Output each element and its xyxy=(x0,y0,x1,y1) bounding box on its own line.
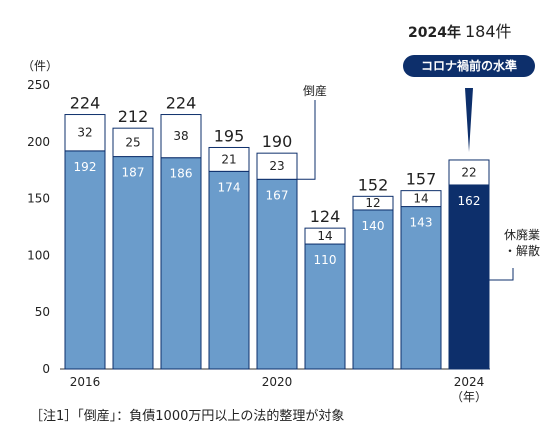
y-tick-label: 100 xyxy=(27,248,50,262)
bar-segment-closure xyxy=(112,127,154,158)
bar-segment-bankruptcy xyxy=(304,243,346,370)
bar-total-label: 124 xyxy=(310,207,341,226)
x-tick-label: 2024 xyxy=(454,375,485,389)
bar-value-label-closure: 12 xyxy=(365,196,380,210)
y-tick-label: 250 xyxy=(27,78,50,92)
y-tick-label: 0 xyxy=(42,362,50,376)
bar-total-label: 224 xyxy=(70,94,101,113)
x-axis-unit: （年） xyxy=(451,390,487,404)
bar-segment-closure xyxy=(208,146,250,172)
bar-value-label-closure: 14 xyxy=(413,192,428,206)
bar-value-label-closure: 22 xyxy=(461,165,476,179)
y-tick-label: 150 xyxy=(27,192,50,206)
bar-value-label-bankruptcy: 143 xyxy=(410,216,433,230)
bar-segment-closure xyxy=(400,190,442,208)
bar-value-label-bankruptcy: 186 xyxy=(170,167,193,181)
bar-segment-closure xyxy=(448,159,490,186)
bar-segment-closure xyxy=(64,114,106,152)
bar-segment-closure xyxy=(352,195,394,211)
bar-segment-closure xyxy=(256,152,298,180)
bar-value-label-bankruptcy: 140 xyxy=(362,219,385,233)
bar-value-label-bankruptcy: 192 xyxy=(74,160,97,174)
banner-box xyxy=(403,55,535,77)
bar-segment-closure xyxy=(160,114,202,159)
bar-segment-closure xyxy=(304,227,346,245)
bar-segment-bankruptcy xyxy=(160,157,202,370)
highlight-total-label: 184件 xyxy=(465,22,512,41)
bar-total-label: 190 xyxy=(262,132,293,151)
bar-value-label-closure: 21 xyxy=(221,152,236,166)
x-tick-label: 2020 xyxy=(262,375,293,389)
y-axis-unit: （件） xyxy=(22,59,58,73)
callout-line-bankruptcy xyxy=(297,100,316,180)
bar-segment-bankruptcy xyxy=(64,150,106,370)
bar-total-label: 152 xyxy=(358,175,389,194)
footnote: ［注1］「倒産」：負債1000万円以上の法的整理が対象 xyxy=(30,409,345,424)
y-tick-label: 200 xyxy=(27,135,50,149)
bar-value-label-bankruptcy: 187 xyxy=(122,166,145,180)
bar-value-label-bankruptcy: 174 xyxy=(218,180,241,194)
bar-segment-bankruptcy xyxy=(208,170,250,370)
callout-label-closure-line1: 休廃業 xyxy=(504,227,540,242)
callout-line-closure xyxy=(489,268,514,281)
bar-total-label: 224 xyxy=(166,94,197,113)
bar-value-label-closure: 38 xyxy=(173,129,188,143)
y-tick-label: 50 xyxy=(35,305,50,319)
bar-value-label-closure: 32 xyxy=(77,126,92,140)
bar-value-label-closure: 23 xyxy=(269,159,284,173)
bars-layer xyxy=(64,114,490,370)
banner-text: コロナ禍前の水準 xyxy=(421,58,517,73)
x-tick-label: 2016 xyxy=(70,375,101,389)
bar-total-label: 212 xyxy=(118,107,149,126)
bar-segment-bankruptcy xyxy=(352,209,394,370)
bar-segment-bankruptcy xyxy=(256,178,298,370)
bar-segment-bankruptcy xyxy=(400,206,442,370)
bar-total-label: 157 xyxy=(406,170,437,189)
bar-segment-bankruptcy xyxy=(448,184,490,370)
callout-label-closure-line2: ・解散 xyxy=(504,243,540,258)
bar-value-label-bankruptcy: 167 xyxy=(266,188,289,202)
highlight-year-label: 2024年 xyxy=(408,24,461,41)
bar-value-label-closure: 14 xyxy=(317,229,332,243)
bar-value-label-bankruptcy: 162 xyxy=(458,194,481,208)
highlight-pointer xyxy=(465,88,473,152)
bar-value-label-bankruptcy: 110 xyxy=(314,253,337,267)
bar-value-label-closure: 25 xyxy=(125,135,140,149)
bar-total-label: 195 xyxy=(214,126,245,145)
callout-label-bankruptcy: 倒産 xyxy=(303,83,327,98)
bar-segment-bankruptcy xyxy=(112,156,154,370)
labels-layer: 192 32 224 2016 187 25 212 186 38 224 174 21 195 167 2… xyxy=(70,94,485,389)
